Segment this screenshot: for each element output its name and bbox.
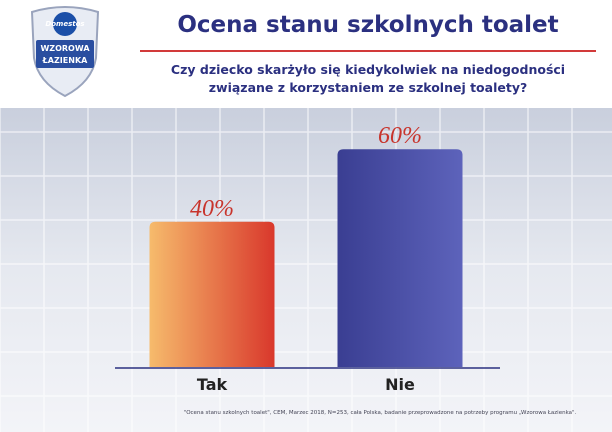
x-tick-label: Tak: [197, 375, 228, 394]
value-label: 40%: [190, 196, 234, 222]
chart-subtitle: Czy dziecko skarżyło się kiedykolwiek na…: [170, 62, 566, 95]
footnote: "Ocena stanu szkolnych toalet", CEM, Mar…: [183, 410, 577, 416]
logo-brand: Domestos: [45, 20, 84, 28]
value-label: 60%: [378, 123, 422, 149]
logo-text: ŁAZIENKA: [42, 56, 88, 65]
bar: [337, 149, 463, 367]
x-tick-label: Nie: [385, 375, 415, 394]
chart-title: Ocena stanu szkolnych toalet: [177, 12, 559, 38]
tiles: [0, 108, 612, 432]
title-rule: [140, 50, 596, 52]
bar: [149, 221, 275, 367]
logo-text: WZOROWA: [40, 44, 90, 53]
logo: Domestos WZOROWA ŁAZIENKA: [30, 6, 100, 98]
